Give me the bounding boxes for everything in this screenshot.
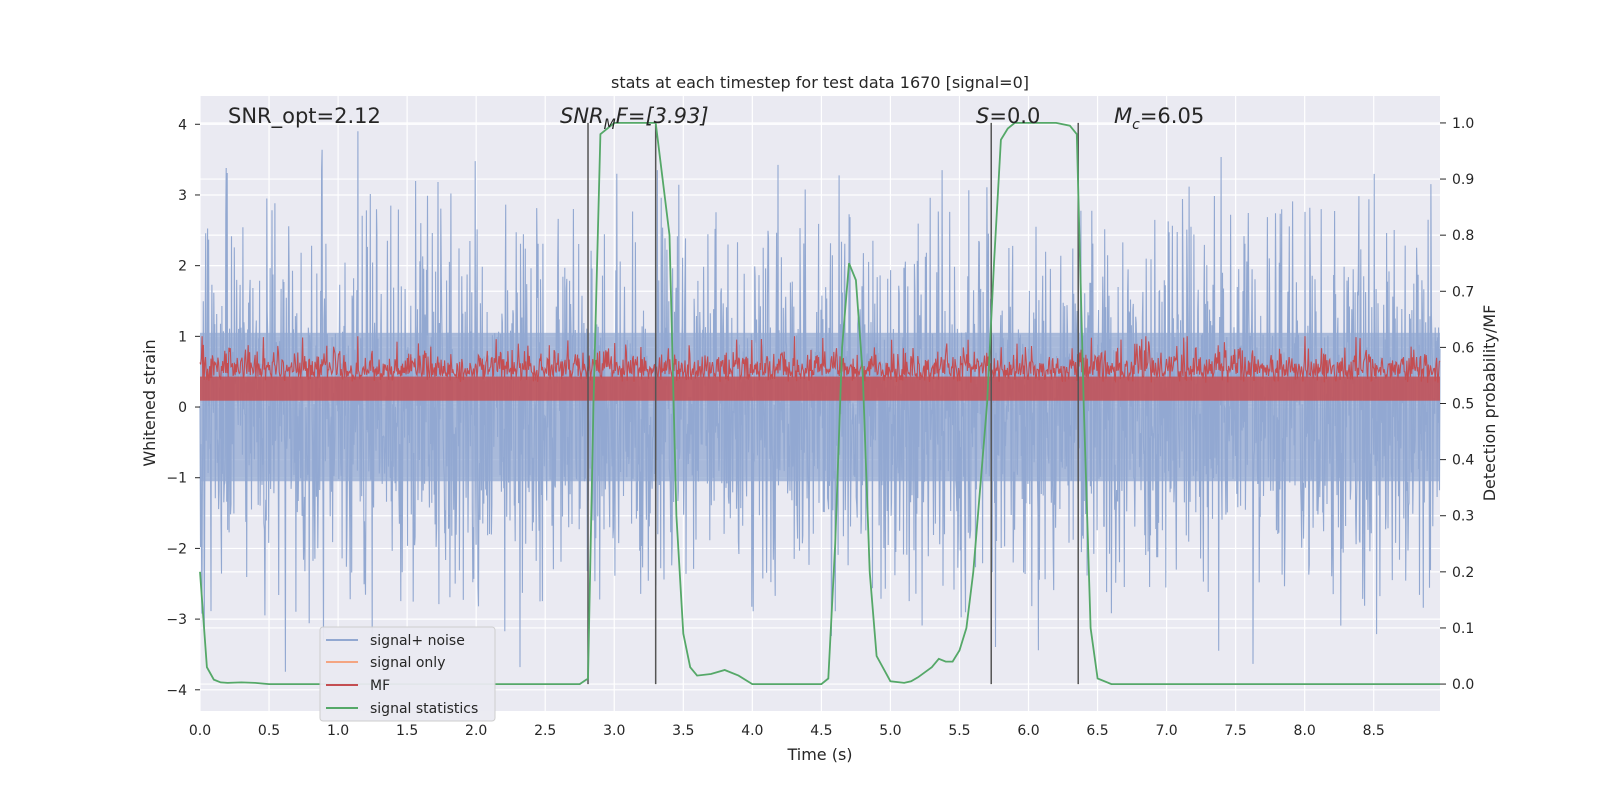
y2-tick-label: 1.0 <box>1452 116 1474 132</box>
series-signal-statistics <box>199 122 1440 685</box>
y2-tick-label: 0.7 <box>1452 284 1474 300</box>
legend-label-signal-only: signal only <box>370 655 445 671</box>
y2-tick-label: 0.2 <box>1452 565 1474 581</box>
x-tick-label: 7.0 <box>1155 723 1177 739</box>
series-line-mf <box>199 336 1441 384</box>
y-tick-label: 0 <box>178 400 187 416</box>
x-tick-label: 4.5 <box>810 723 832 739</box>
annotation-s: S=0.0 <box>976 104 1040 128</box>
y2-tick-label: 0.9 <box>1452 172 1474 188</box>
y2-axis-label: Detection probability/MF <box>1480 305 1499 502</box>
series-mf <box>199 336 1441 401</box>
x-tick-label: 3.0 <box>603 723 625 739</box>
x-tick-label: 8.5 <box>1363 723 1385 739</box>
y-tick-label: 2 <box>178 259 187 275</box>
x-axis-ticks: 0.0 0.5 1.0 1.5 2.0 2.5 3.0 3.5 4.0 4.5 5.0 5.5 6.0 6… <box>189 723 1385 739</box>
x-tick-label: 6.5 <box>1086 723 1108 739</box>
x-tick-label: 0.5 <box>258 723 280 739</box>
y-tick-label: 1 <box>178 329 187 345</box>
mf-core <box>200 376 1440 401</box>
y-tick-label: 3 <box>178 188 187 204</box>
x-tick-label: 5.0 <box>879 723 901 739</box>
x-tick-label: 2.0 <box>465 723 487 739</box>
legend-label-signal-noise: signal+ noise <box>370 633 465 649</box>
y-tick-label: −2 <box>166 541 187 557</box>
y2-tick-label: 0.0 <box>1452 677 1474 693</box>
legend-label-mf: MF <box>370 678 390 694</box>
y2-tick-label: 0.3 <box>1452 509 1474 525</box>
y-axis-label: Whitened strain <box>140 339 159 466</box>
x-tick-label: 1.0 <box>327 723 349 739</box>
legend: signal+ noise signal only MF signal stat… <box>319 626 496 722</box>
x-tick-label: 3.5 <box>672 723 694 739</box>
signal-noise-core <box>200 332 1440 482</box>
x-tick-label: 4.0 <box>741 723 763 739</box>
y2-axis-ticks: 0.0 0.1 0.2 0.3 0.4 0.5 0.6 0.7 0.8 0.9 1.0 <box>1440 116 1474 693</box>
x-tick-label: 2.5 <box>534 723 556 739</box>
chart-title: stats at each timestep for test data 167… <box>611 73 1029 92</box>
series-line-signal-statistics <box>199 122 1440 685</box>
x-tick-label: 7.5 <box>1225 723 1247 739</box>
y-tick-label: −1 <box>166 471 187 487</box>
x-axis-label: Time (s) <box>786 745 852 764</box>
y2-tick-label: 0.4 <box>1452 453 1474 469</box>
x-tick-label: 6.0 <box>1017 723 1039 739</box>
y-tick-label: 4 <box>178 117 187 133</box>
legend-label-signal-statistics: signal statistics <box>370 701 478 717</box>
y-tick-label: −3 <box>166 612 187 628</box>
annotation-mc: Mc=6.05 <box>1114 104 1204 133</box>
y-axis-ticks: −4 −3 −2 −1 0 1 2 3 4 <box>166 117 200 699</box>
y-tick-label: −4 <box>166 683 187 699</box>
y2-tick-label: 0.6 <box>1452 340 1474 356</box>
y2-tick-label: 0.1 <box>1452 621 1474 637</box>
x-tick-label: 0.0 <box>189 723 211 739</box>
x-tick-label: 8.0 <box>1294 723 1316 739</box>
annotation-snr-mf: SNRMF=[3.93] <box>560 104 709 133</box>
y2-tick-label: 0.5 <box>1452 397 1474 413</box>
x-tick-label: 1.5 <box>396 723 418 739</box>
annotation-snr-opt: SNR_opt=2.12 <box>228 104 381 129</box>
x-tick-label: 5.5 <box>948 723 970 739</box>
y2-tick-label: 0.8 <box>1452 228 1474 244</box>
